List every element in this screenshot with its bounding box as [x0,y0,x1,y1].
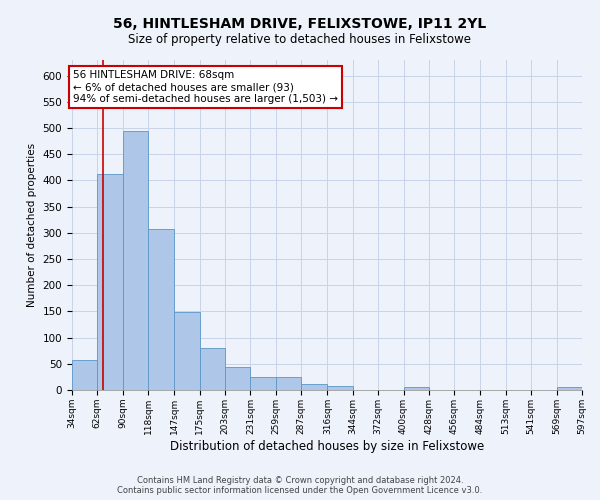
Bar [250,377,276,390]
Bar [404,388,429,390]
Bar [301,384,328,390]
X-axis label: Distribution of detached houses by size in Felixstowe: Distribution of detached houses by size … [170,440,484,452]
Bar [123,131,148,390]
Text: 56 HINTLESHAM DRIVE: 68sqm
← 6% of detached houses are smaller (93)
94% of semi-: 56 HINTLESHAM DRIVE: 68sqm ← 6% of detac… [73,70,338,104]
Bar [148,229,175,390]
Y-axis label: Number of detached properties: Number of detached properties [27,143,37,307]
Bar [175,312,200,390]
Bar [225,367,250,390]
Bar [97,174,123,390]
Bar [200,348,225,390]
Bar [328,386,353,390]
Bar [557,388,582,390]
Text: Contains HM Land Registry data © Crown copyright and database right 2024.
Contai: Contains HM Land Registry data © Crown c… [118,476,482,495]
Bar [276,377,301,390]
Bar [72,360,97,390]
Text: 56, HINTLESHAM DRIVE, FELIXSTOWE, IP11 2YL: 56, HINTLESHAM DRIVE, FELIXSTOWE, IP11 2… [113,18,487,32]
Text: Size of property relative to detached houses in Felixstowe: Size of property relative to detached ho… [128,32,472,46]
